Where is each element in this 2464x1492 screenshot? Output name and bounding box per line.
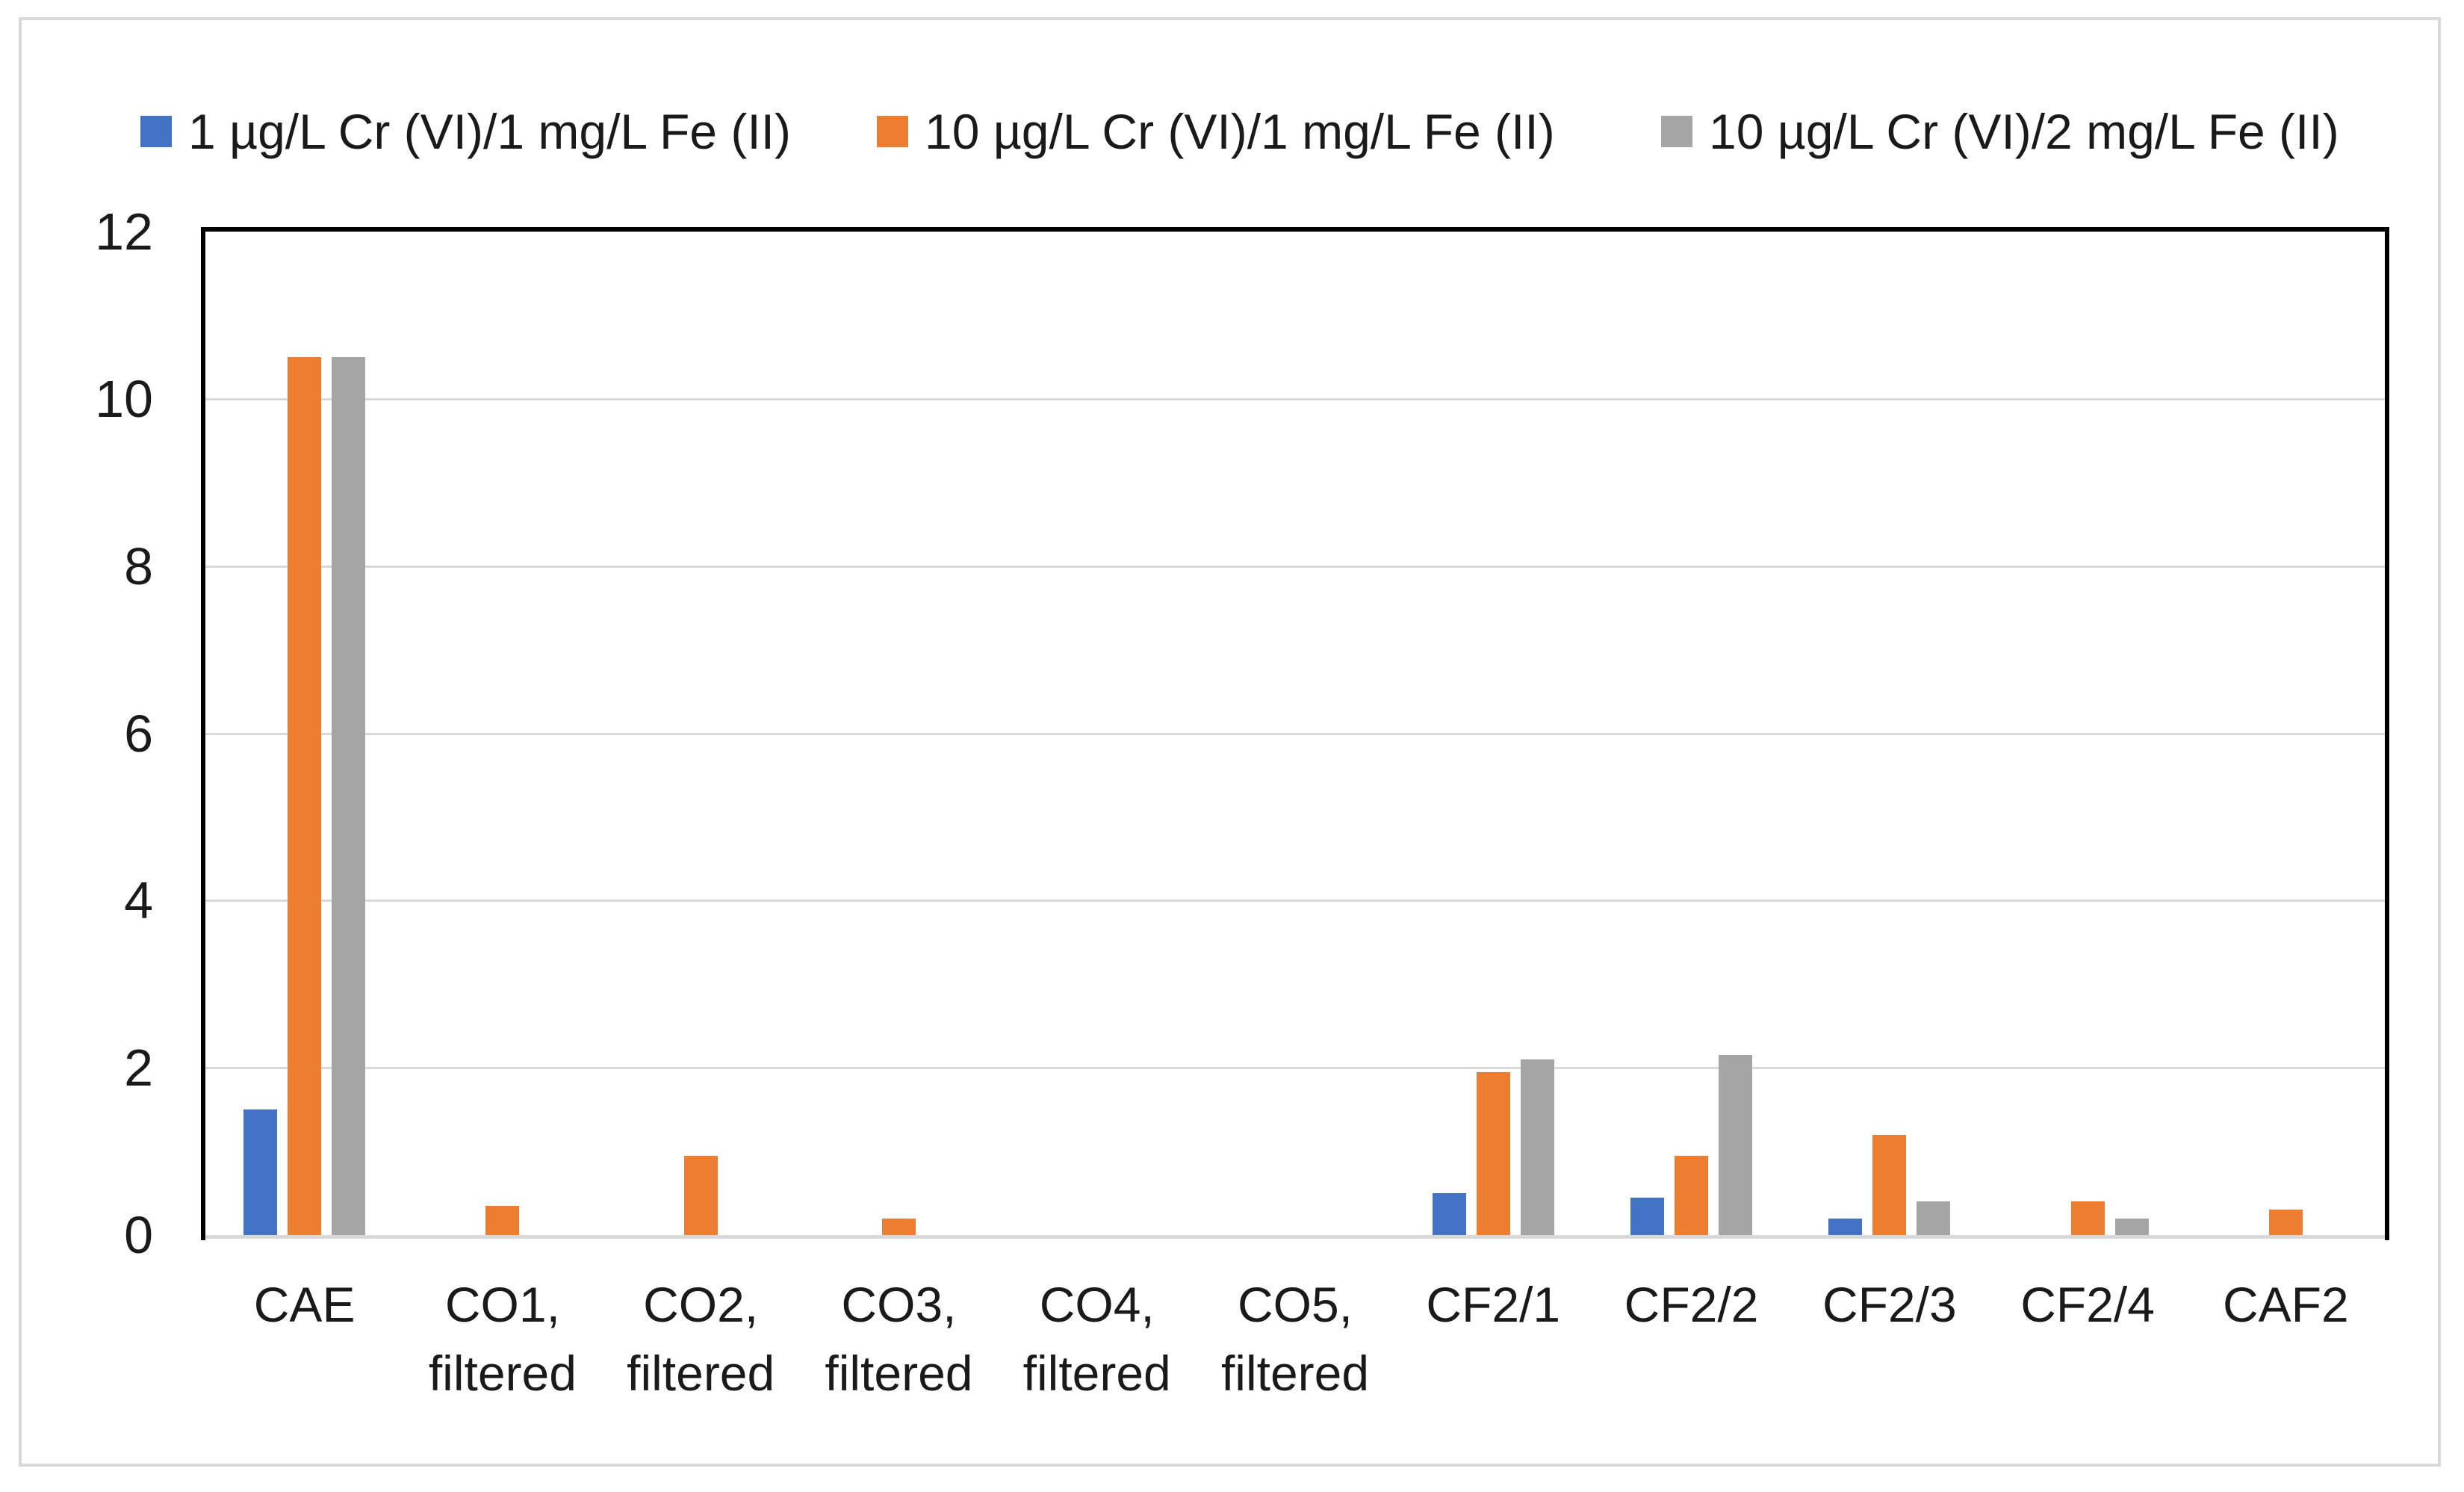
y-tick-2: 2 [124,1038,153,1098]
legend-swatch-icon [140,116,172,147]
x-label-cae: CAE [253,1277,356,1332]
x-label-cf2-4: CF2/4 [2020,1277,2155,1332]
bar-co3--series2 [881,1218,916,1235]
x-label-caf2: CAF2 [2223,1277,2349,1332]
y-tick-0: 0 [124,1206,153,1264]
bar-cf2-1-series2 [1476,1071,1510,1235]
x-axis-line [205,1235,2385,1239]
bar-cf2-4-series3 [2114,1218,2149,1235]
legend-label: 1 µg/L Cr (VI)/1 mg/L Fe (II) [188,104,791,159]
x-label-co1-: CO1, filtered [428,1277,577,1401]
bar-co2--series2 [683,1155,718,1235]
legend-label: 10 µg/L Cr (VI)/1 mg/L Fe (II) [925,104,1555,159]
y-tick-10: 10 [95,369,153,428]
x-label-cf2-3: CF2/3 [1822,1277,1957,1332]
figure-border [19,17,2441,1467]
bar-cf2-3-series3 [1917,1201,1951,1235]
x-label-co4-: CO4, filtered [1022,1277,1171,1401]
legend-swatch-icon [1661,116,1692,147]
x-label-co3-: CO3, filtered [825,1277,973,1401]
x-label-co5-: CO5, filtered [1220,1277,1370,1401]
bar-cf2-4-series2 [2070,1201,2105,1235]
bar-co1--series2 [485,1205,520,1235]
bar-cf2-2-series1 [1630,1197,1665,1235]
y-tick-4: 4 [124,871,153,930]
bar-cf2-1-series3 [1520,1059,1554,1235]
y-tick-12: 12 [95,202,153,261]
x-label-cf2-2: CF2/2 [1624,1277,1759,1332]
gridline-4 [205,900,2385,903]
legend-item-3: 10 µg/L Cr (VI)/2 mg/L Fe (II) [1661,105,2339,158]
legend-swatch-icon [877,116,908,147]
gridline-6 [205,732,2385,735]
bar-cf2-1-series1 [1432,1193,1466,1235]
bar-caf2-series2 [2268,1210,2303,1235]
bar-cae-series3 [332,356,366,1235]
bar-cf2-3-series2 [1872,1134,1907,1235]
chart-legend: 1 µg/L Cr (VI)/1 mg/L Fe (II) 10 µg/L Cr … [0,105,2464,164]
bar-cae-series2 [288,356,322,1235]
x-label-co2-: CO2, filtered [627,1277,775,1401]
bar-cf2-3-series1 [1828,1218,1863,1235]
gridline-8 [205,565,2385,568]
plot-border [201,227,2389,1240]
bar-cf2-2-series3 [1719,1055,1753,1235]
legend-item-1: 1 µg/L Cr (VI)/1 mg/L Fe (II) [140,105,791,158]
gridline-10 [205,397,2385,400]
gridline-2 [205,1067,2385,1070]
legend-label: 10 µg/L Cr (VI)/2 mg/L Fe (II) [1709,104,2339,159]
bar-cf2-2-series2 [1675,1155,1709,1235]
x-label-cf2-1: CF2/1 [1426,1277,1561,1332]
y-tick-8: 8 [124,536,153,595]
y-tick-6: 6 [124,704,153,763]
bar-cae-series1 [243,1109,278,1235]
legend-item-2: 10 µg/L Cr (VI)/1 mg/L Fe (II) [877,105,1555,158]
